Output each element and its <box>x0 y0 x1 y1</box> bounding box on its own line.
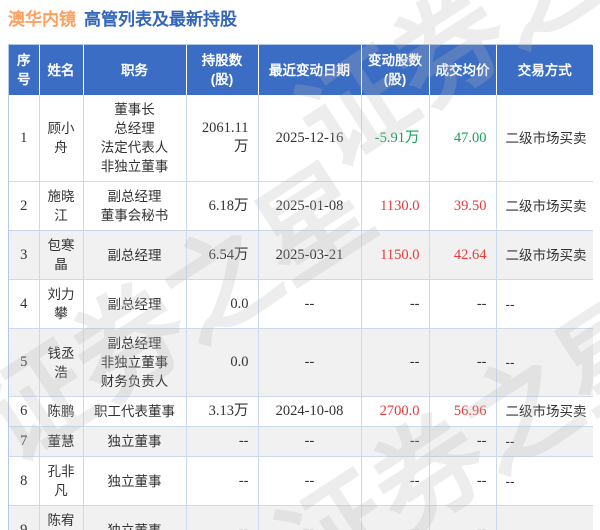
cell-trade-method: 二级市场买卖 <box>495 396 593 427</box>
table-row: 4 刘力攀 副总经理 0.0 -- -- -- -- <box>9 279 593 329</box>
cell-change-shares: 1130.0 <box>360 181 430 231</box>
cell-index: 5 <box>9 328 40 397</box>
column-header-change_date: 最近变动日期 <box>257 45 361 95</box>
cell-shares: -- <box>185 426 259 457</box>
cell-index: 9 <box>9 505 40 530</box>
cell-trade-method: -- <box>495 328 593 397</box>
cell-name: 刘力攀 <box>38 279 84 329</box>
stock-name: 澳华内镜 <box>8 10 76 29</box>
cell-position: 副总经理 非独立董事 财务负责人 <box>82 328 187 397</box>
cell-change-shares: 1150.0 <box>360 230 430 280</box>
cell-shares: -- <box>185 456 259 506</box>
cell-trade-method: 二级市场买卖 <box>495 230 593 280</box>
cell-change-date: 2025-12-16 <box>257 95 362 182</box>
cell-name: 包寒晶 <box>38 230 84 280</box>
cell-position: 职工代表董事 <box>82 396 187 427</box>
cell-trade-method: 二级市场买卖 <box>495 181 593 231</box>
cell-change-shares: -- <box>360 279 430 329</box>
table-row: 2 施晓江 副总经理 董事会秘书 6.18万 2025-01-08 1130.0 39.50 二… <box>9 181 593 231</box>
cell-position: 独立董事 <box>82 456 187 506</box>
cell-trade-method: 二级市场买卖 <box>495 95 593 182</box>
cell-index: 4 <box>9 279 40 329</box>
cell-shares: -- <box>185 505 259 530</box>
cell-change-shares: -- <box>360 456 430 506</box>
cell-position: 独立董事 <box>82 505 187 530</box>
cell-change-shares: 2700.0 <box>360 396 430 427</box>
table-row: 7 董慧 独立董事 -- -- -- -- -- <box>9 426 593 457</box>
cell-change-date: -- <box>257 279 362 329</box>
cell-name: 董慧 <box>38 426 84 457</box>
cell-change-shares: -5.91万 <box>360 95 430 182</box>
cell-change-date: -- <box>257 328 362 397</box>
cell-change-date: -- <box>257 456 362 506</box>
cell-trade-method: -- <box>495 279 593 329</box>
cell-change-shares: -- <box>360 426 430 457</box>
cell-avg-price: -- <box>428 279 497 329</box>
cell-shares: 0.0 <box>185 328 259 397</box>
table-row: 5 钱丞浩 副总经理 非独立董事 财务负责人 0.0 -- -- -- -- <box>9 328 593 397</box>
cell-change-date: 2025-03-21 <box>257 230 362 280</box>
cell-change-shares: -- <box>360 505 430 530</box>
cell-change-shares: -- <box>360 328 430 397</box>
cell-change-date: -- <box>257 426 362 457</box>
cell-name: 钱丞浩 <box>38 328 84 397</box>
column-header-shares: 持股数 (股) <box>185 45 258 95</box>
cell-change-date: -- <box>257 505 362 530</box>
cell-avg-price: -- <box>428 328 497 397</box>
table-row: 1 顾小舟 董事长 总经理 法定代表人 非独立董事 2061.11万 2025-12-16 -5… <box>9 95 593 182</box>
cell-shares: 3.13万 <box>185 396 259 427</box>
cell-name: 陈鹏 <box>38 396 84 427</box>
page-title: 高管列表及最新持股 <box>84 10 237 29</box>
cell-name: 施晓江 <box>38 181 84 231</box>
column-header-position: 职务 <box>82 45 186 95</box>
cell-avg-price: -- <box>428 426 497 457</box>
cell-name: 顾小舟 <box>38 95 84 182</box>
cell-shares: 6.18万 <box>185 181 259 231</box>
cell-shares: 2061.11万 <box>185 95 259 182</box>
cell-name: 孔非凡 <box>38 456 84 506</box>
cell-trade-method: -- <box>495 505 593 530</box>
table-row: 9陈宥攸独立董事---------- <box>9 505 593 530</box>
cell-index: 6 <box>9 396 40 427</box>
cell-avg-price: 39.50 <box>428 181 497 231</box>
cell-index: 1 <box>9 95 40 182</box>
cell-position: 副总经理 <box>82 230 187 280</box>
executive-holdings-table: 序号 姓名 职务 持股数 (股) 最近变动日期 变动股数 (股) 成交均价 交易方式 1 顾小舟 董事… <box>9 45 593 530</box>
cell-shares: 0.0 <box>185 279 259 329</box>
cell-avg-price: 47.00 <box>428 95 497 182</box>
cell-index: 7 <box>9 426 40 457</box>
cell-position: 副总经理 董事会秘书 <box>82 181 187 231</box>
cell-position: 独立董事 <box>82 426 187 457</box>
table-row: 3 包寒晶 副总经理 6.54万 2025-03-21 1150.0 42.64 二级市场买卖 <box>9 230 593 280</box>
page-header: 澳华内镜 高管列表及最新持股 <box>0 0 600 31</box>
cell-avg-price: 56.96 <box>428 396 497 427</box>
cell-trade-method: -- <box>495 456 593 506</box>
column-header-trade_method: 交易方式 <box>495 45 593 95</box>
column-header-change_shares: 变动股数 (股) <box>360 45 429 95</box>
holdings-table-container: 序号 姓名 职务 持股数 (股) 最近变动日期 变动股数 (股) 成交均价 交易方式 1 顾小舟 董事… <box>8 44 593 530</box>
cell-index: 3 <box>9 230 40 280</box>
cell-index: 8 <box>9 456 40 506</box>
table-row: 8 孔非凡 独立董事 -- -- -- -- -- <box>9 456 593 506</box>
column-header-index: 序号 <box>9 45 39 95</box>
column-header-avg_price: 成交均价 <box>428 45 496 95</box>
column-header-name: 姓名 <box>38 45 83 95</box>
cell-avg-price: -- <box>428 456 497 506</box>
cell-change-date: 2024-10-08 <box>257 396 362 427</box>
cell-position: 董事长 总经理 法定代表人 非独立董事 <box>82 95 187 182</box>
table-header: 序号 姓名 职务 持股数 (股) 最近变动日期 变动股数 (股) 成交均价 交易方式 <box>9 45 593 95</box>
cell-index: 2 <box>9 181 40 231</box>
table-row: 6 陈鹏 职工代表董事 3.13万 2024-10-08 2700.0 56.96 二级市场买… <box>9 396 593 427</box>
cell-shares: 6.54万 <box>185 230 259 280</box>
cell-avg-price: -- <box>428 505 497 530</box>
table-body: 1 顾小舟 董事长 总经理 法定代表人 非独立董事 2061.11万 2025-12-16 -5… <box>9 95 593 530</box>
cell-trade-method: -- <box>495 426 593 457</box>
cell-position: 副总经理 <box>82 279 187 329</box>
cell-avg-price: 42.64 <box>428 230 497 280</box>
cell-name: 陈宥攸 <box>38 505 84 530</box>
cell-change-date: 2025-01-08 <box>257 181 362 231</box>
